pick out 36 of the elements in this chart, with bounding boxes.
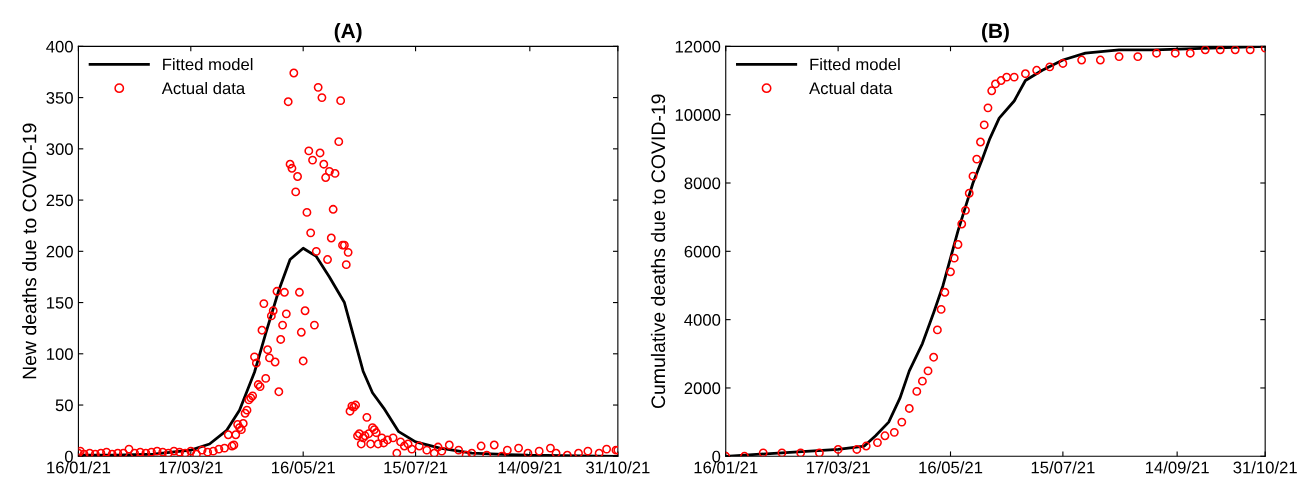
y-tick-label: 6000 <box>684 245 721 258</box>
x-tick-label: 15/07/21 <box>1031 461 1095 474</box>
y-tick-label: 300 <box>46 143 73 156</box>
y-tick-label: 12000 <box>675 40 721 53</box>
x-tick-label: 16/01/21 <box>694 461 758 474</box>
chart-title: (B) <box>982 22 1009 43</box>
legend-label: Fitted model <box>810 58 900 71</box>
y-tick-label: 400 <box>46 40 73 53</box>
x-tick-label: 31/10/21 <box>586 461 650 474</box>
x-tick-label: 16/01/21 <box>47 461 111 474</box>
chart-title: (A) <box>334 22 362 43</box>
y-axis-title: New deaths due to COVID-19 <box>22 123 37 379</box>
y-tick-label: 50 <box>55 399 73 412</box>
y-tick-label: 0 <box>712 450 721 463</box>
y-tick-label: 4000 <box>684 314 721 326</box>
legend-label: Fitted model <box>163 58 253 71</box>
x-tick-label: 31/10/21 <box>1233 461 1297 474</box>
x-tick-label: 16/05/21 <box>919 461 983 474</box>
x-tick-label: 17/03/21 <box>159 461 223 474</box>
y-tick-label: 150 <box>47 296 73 309</box>
y-tick-label: 8000 <box>684 177 721 190</box>
y-tick-label: 350 <box>46 92 73 104</box>
y-tick-label: 2000 <box>684 382 721 395</box>
y-axis-title: Cumulative deaths due to COVID-19 <box>650 94 666 409</box>
y-tick-label: 0 <box>64 450 73 463</box>
legend-label: Actual data <box>161 81 246 95</box>
y-tick-label: 100 <box>47 348 73 360</box>
y-tick-label: 250 <box>46 194 73 207</box>
x-tick-label: 17/03/21 <box>806 461 870 474</box>
y-tick-label: 10000 <box>675 109 721 121</box>
y-tick-label: 200 <box>46 245 73 258</box>
legend-label: Actual data <box>809 81 893 95</box>
x-tick-label: 14/09/21 <box>498 461 562 474</box>
x-tick-label: 14/09/21 <box>1145 461 1209 474</box>
x-tick-label: 16/05/21 <box>272 461 335 474</box>
x-tick-label: 15/07/21 <box>384 461 448 474</box>
